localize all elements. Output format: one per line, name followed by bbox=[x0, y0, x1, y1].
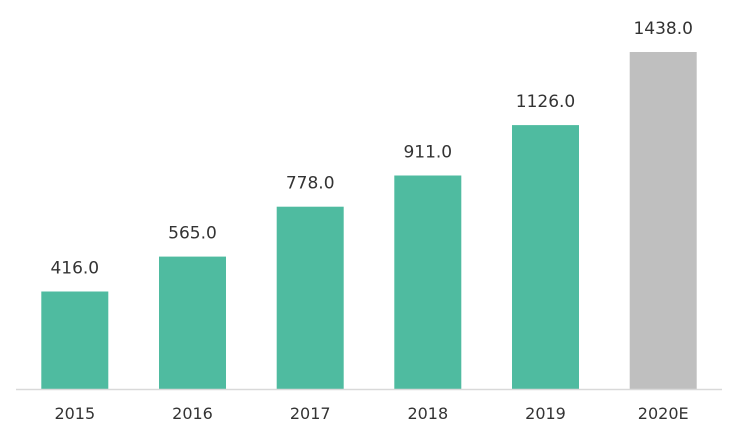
value-label-2018: 911.0 bbox=[403, 143, 452, 163]
value-label-2017: 778.0 bbox=[286, 174, 335, 194]
bars-group bbox=[41, 52, 697, 389]
value-label-2016: 565.0 bbox=[168, 224, 217, 244]
x-tick-label-2016: 2016 bbox=[172, 404, 213, 423]
value-label-2020e: 1438.0 bbox=[633, 19, 692, 39]
bar-2019 bbox=[512, 125, 579, 389]
x-tick-label-2019: 2019 bbox=[525, 404, 566, 423]
bar-2015 bbox=[41, 291, 109, 389]
x-tick-label-2020e: 2020E bbox=[638, 404, 689, 423]
bar-2018 bbox=[394, 175, 462, 389]
bar-2017 bbox=[276, 206, 344, 389]
x-tick-label-2015: 2015 bbox=[54, 404, 95, 423]
x-tick-labels-group: 2015 2016 2017 2018 2019 2020E bbox=[54, 404, 688, 423]
bar-2016 bbox=[159, 256, 226, 389]
bar-2020e bbox=[629, 52, 697, 389]
x-tick-label-2017: 2017 bbox=[290, 404, 331, 423]
value-label-2019: 1126.0 bbox=[516, 92, 575, 112]
value-labels-group: 416.0 565.0 778.0 911.0 1126.0 1438.0 bbox=[50, 19, 692, 279]
value-label-2015: 416.0 bbox=[50, 259, 99, 279]
x-tick-label-2018: 2018 bbox=[407, 404, 448, 423]
